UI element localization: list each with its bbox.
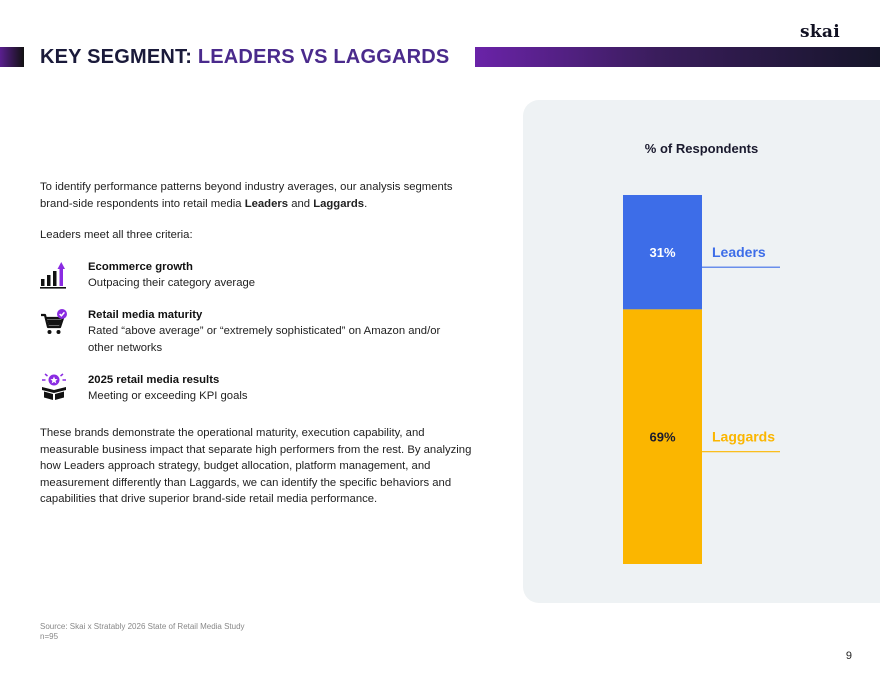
page-number: 9 [845, 650, 852, 662]
criterion-desc: Meeting or exceeding KPI goals [88, 390, 248, 402]
gift-star-icon [42, 373, 66, 400]
source-note: Source: Skai x Stratably 2026 State of R… [40, 622, 245, 642]
criterion-desc: Rated “above average” or “extremely soph… [88, 325, 441, 354]
outro-paragraph: These brands demonstrate the operational… [40, 427, 472, 505]
intro-text-2: and [288, 197, 314, 210]
criteria-label: Leaders meet all three criteria: [40, 229, 193, 241]
chart-title: % of Respondents [644, 141, 759, 156]
data-label-leaders: 31% [649, 245, 675, 260]
bar-segment-laggards [623, 309, 702, 564]
criterion-title: Ecommerce growth [88, 261, 193, 273]
intro-text-3: . [364, 197, 368, 210]
growth-chart-icon [40, 262, 66, 289]
page-title: KEY SEGMENT: LEADERS VS LAGGARDS [40, 46, 449, 69]
intro-bold-laggards: Laggards [313, 197, 365, 210]
legend-label-leaders: Leaders [712, 244, 766, 260]
skai-logo: skai [799, 22, 840, 42]
bar-segment-leaders [623, 195, 702, 310]
criterion-desc: Outpacing their category average [88, 277, 256, 289]
title-band-left [0, 47, 24, 67]
page-title-accent: LEADERS VS LAGGARDS [197, 46, 450, 68]
title-band-right [475, 47, 880, 67]
intro-bold-leaders: Leaders [244, 197, 289, 210]
criterion-title: 2025 retail media results [88, 374, 220, 386]
data-label-laggards: 69% [649, 430, 675, 445]
page-title-prefix: KEY SEGMENT: [40, 46, 198, 68]
intro-paragraph: To identify performance patterns beyond … [40, 179, 480, 212]
sample-size: n=95 [40, 632, 59, 641]
source-text: Source: Skai x Stratably 2026 State of R… [40, 622, 245, 631]
cart-check-icon [41, 309, 67, 334]
criterion-title: Retail media maturity [88, 309, 203, 321]
legend-label-laggards: Laggards [712, 429, 775, 445]
intro-text-1: To identify performance patterns beyond … [40, 181, 453, 210]
